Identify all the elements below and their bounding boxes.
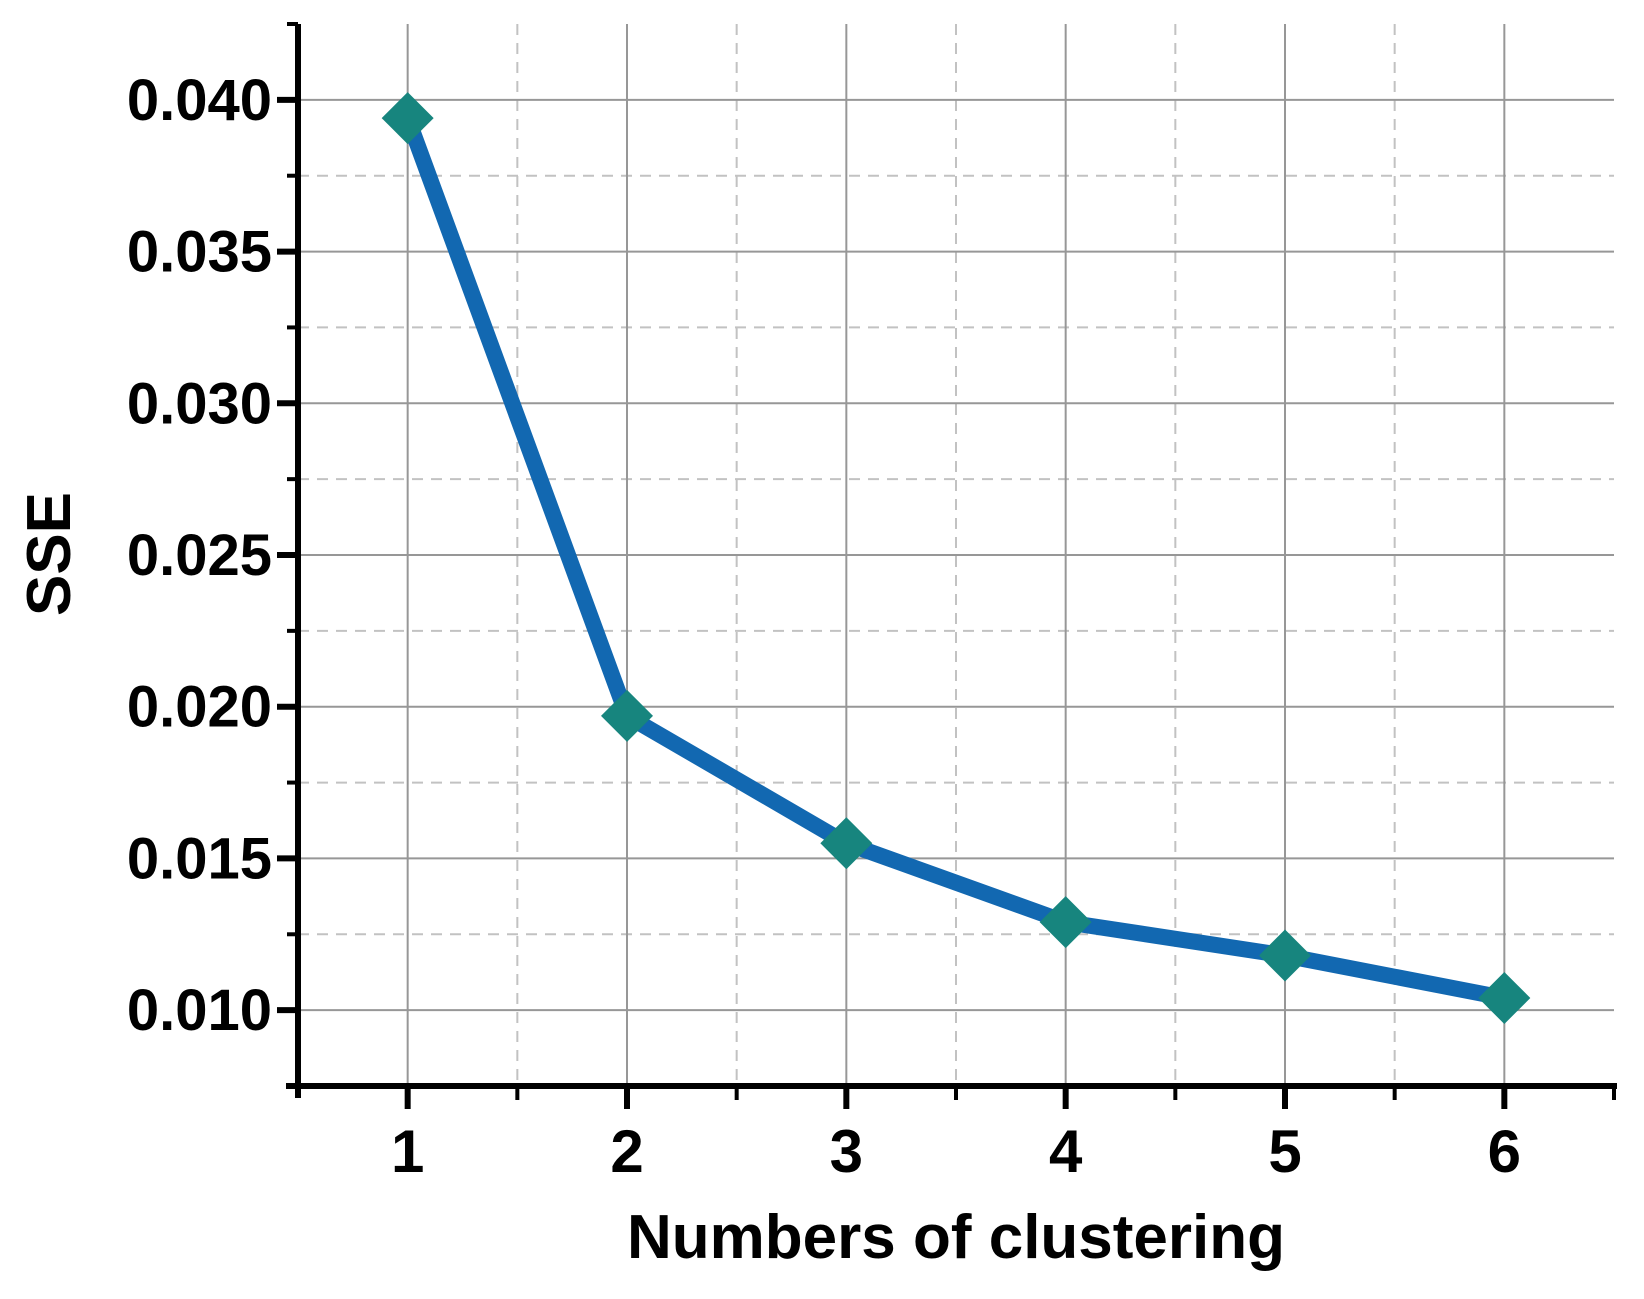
x-tick-label: 2 bbox=[610, 1118, 643, 1185]
data-point-marker bbox=[1039, 896, 1092, 949]
data-point-marker bbox=[1478, 972, 1531, 1025]
axes bbox=[277, 22, 1617, 1109]
minor-gridlines bbox=[298, 24, 1614, 1086]
tick-labels: 0.010 0.015 0.020 0.025 0.030 0.035 0.040 1 2 3 4 5… bbox=[127, 68, 1521, 1185]
x-tick-label: 4 bbox=[1049, 1118, 1083, 1185]
y-tick-label: 0.030 bbox=[127, 371, 272, 436]
y-tick-label: 0.010 bbox=[127, 978, 272, 1043]
data-point-marker bbox=[820, 817, 873, 870]
y-tick-label: 0.035 bbox=[127, 220, 272, 285]
data-point-marker bbox=[381, 92, 434, 145]
major-gridlines bbox=[298, 24, 1614, 1086]
x-axis-title: Numbers of clustering bbox=[627, 1203, 1285, 1272]
x-tick-label: 3 bbox=[830, 1118, 863, 1185]
y-tick-label: 0.025 bbox=[127, 523, 272, 588]
x-tick-label: 6 bbox=[1488, 1118, 1521, 1185]
data-point-marker bbox=[601, 689, 653, 742]
y-tick-label: 0.020 bbox=[127, 675, 272, 740]
x-tick-label: 1 bbox=[391, 1118, 424, 1185]
y-tick-label: 0.040 bbox=[127, 68, 272, 133]
y-axis-title: SSE bbox=[15, 492, 84, 616]
data-point-marker bbox=[1259, 929, 1311, 982]
series-line bbox=[399, 110, 1513, 1006]
sse-series bbox=[381, 92, 1531, 1025]
y-tick-label: 0.015 bbox=[127, 826, 272, 891]
x-tick-label: 5 bbox=[1268, 1118, 1301, 1185]
